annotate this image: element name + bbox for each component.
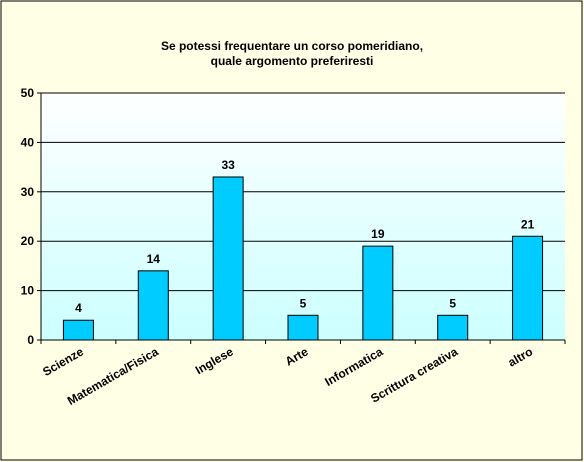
data-label-2: 33 <box>221 158 235 172</box>
data-label-6: 21 <box>521 217 535 231</box>
bar-0 <box>62 319 94 341</box>
y-tick-label: 10 <box>21 284 35 298</box>
bar-4 <box>362 245 394 341</box>
category-label-0: Scienze <box>40 344 86 379</box>
bar-1 <box>137 270 169 341</box>
category-label-3: Arte <box>283 344 311 368</box>
y-tick-label: 50 <box>21 86 35 100</box>
data-label-4: 19 <box>371 227 385 241</box>
bar-2 <box>212 176 244 341</box>
category-label-6: altro <box>506 344 536 369</box>
plot-area <box>41 93 565 340</box>
data-label-1: 14 <box>147 252 161 266</box>
bars <box>62 176 544 341</box>
bar-3 <box>287 314 319 341</box>
y-tick-label: 20 <box>21 234 35 248</box>
chart-title: Se potessi frequentare un corso pomeridi… <box>161 39 423 53</box>
gridlines <box>41 92 565 292</box>
y-tick-label: 0 <box>27 333 34 347</box>
category-label-4: Informatica <box>322 344 385 389</box>
data-labels: 4 14 33 5 19 5 21 <box>75 158 534 315</box>
data-label-0: 4 <box>75 301 82 315</box>
y-axis-ticks: 0 10 20 30 40 50 <box>21 86 566 347</box>
bar-5 <box>437 314 469 341</box>
y-tick-label: 40 <box>21 135 35 149</box>
y-tick-label: 30 <box>21 185 35 199</box>
category-label-2: Inglese <box>193 344 236 377</box>
bar-6 <box>512 235 544 341</box>
data-label-3: 5 <box>300 296 307 310</box>
data-label-5: 5 <box>449 296 456 310</box>
chart-subtitle: quale argomento preferiresti <box>211 54 374 68</box>
